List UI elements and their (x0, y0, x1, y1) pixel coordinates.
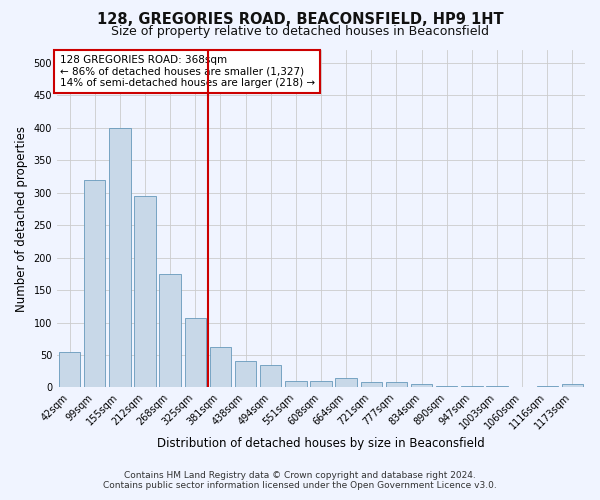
Text: Contains HM Land Registry data © Crown copyright and database right 2024.: Contains HM Land Registry data © Crown c… (124, 471, 476, 480)
Bar (461, 386, 482, 388)
Bar (109, 128, 131, 388)
Bar (335, 378, 357, 388)
Text: 128, GREGORIES ROAD, BEACONSFIELD, HP9 1HT: 128, GREGORIES ROAD, BEACONSFIELD, HP9 1… (97, 12, 503, 28)
Bar (285, 381, 307, 388)
Y-axis label: Number of detached properties: Number of detached properties (15, 126, 28, 312)
Bar (84, 180, 106, 388)
Bar (210, 346, 231, 388)
Bar (386, 382, 407, 388)
Bar (562, 384, 583, 388)
Bar (310, 381, 332, 388)
Text: 128 GREGORIES ROAD: 368sqm
← 86% of detached houses are smaller (1,327)
14% of s: 128 GREGORIES ROAD: 368sqm ← 86% of deta… (59, 55, 315, 88)
Bar (134, 196, 156, 388)
Bar (235, 362, 256, 388)
Text: Size of property relative to detached houses in Beaconsfield: Size of property relative to detached ho… (111, 25, 489, 38)
Bar (536, 386, 558, 388)
Text: Contains public sector information licensed under the Open Government Licence v3: Contains public sector information licen… (103, 481, 497, 490)
Bar (185, 318, 206, 388)
Bar (411, 384, 432, 388)
Bar (361, 382, 382, 388)
Bar (436, 386, 457, 388)
Bar (160, 274, 181, 388)
X-axis label: Distribution of detached houses by size in Beaconsfield: Distribution of detached houses by size … (157, 437, 485, 450)
Bar (260, 364, 281, 388)
Bar (59, 352, 80, 388)
Bar (487, 386, 508, 388)
